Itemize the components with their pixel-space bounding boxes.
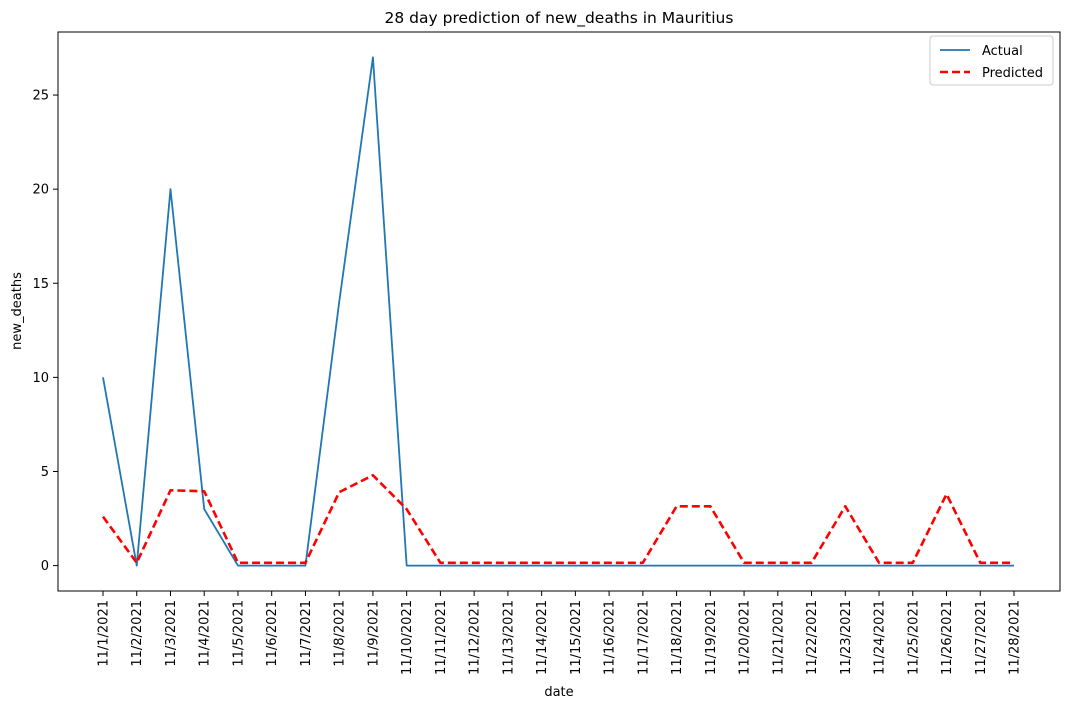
x-tick-label: 11/14/2021 <box>535 600 550 675</box>
x-tick-label: 11/4/2021 <box>198 600 213 667</box>
chart-title: 28 day prediction of new_deaths in Mauri… <box>385 9 734 28</box>
y-tick-label: 15 <box>32 277 49 292</box>
x-tick-label: 11/12/2021 <box>468 600 483 675</box>
legend: Actual Predicted <box>929 35 1054 86</box>
x-tick-label: 11/22/2021 <box>805 600 820 675</box>
x-tick-label: 11/16/2021 <box>603 600 618 675</box>
x-tick-label: 11/5/2021 <box>231 600 246 667</box>
x-tick-label: 11/15/2021 <box>569 600 584 675</box>
plot-frame <box>57 31 1061 592</box>
x-tick-label: 11/21/2021 <box>771 600 786 675</box>
x-axis-title: date <box>544 685 573 700</box>
x-tick-label: 11/18/2021 <box>670 600 685 675</box>
x-tick-label: 11/20/2021 <box>738 600 753 675</box>
x-tick-label: 11/26/2021 <box>940 600 955 675</box>
series-line-predicted <box>101 473 1014 565</box>
x-tick-label: 11/7/2021 <box>299 600 314 667</box>
series-line-actual <box>102 56 1014 567</box>
x-tick-label: 11/2/2021 <box>130 600 145 667</box>
x-tick-label: 11/17/2021 <box>636 600 651 675</box>
x-tick-label: 11/24/2021 <box>873 600 888 675</box>
x-tick-label: 11/28/2021 <box>1008 600 1023 675</box>
x-tick-label: 11/27/2021 <box>974 600 989 675</box>
legend-box <box>929 35 1054 86</box>
x-tick-label: 11/8/2021 <box>333 600 348 667</box>
y-tick-label: 5 <box>41 465 49 480</box>
x-tick-label: 11/9/2021 <box>366 600 381 667</box>
x-tick-label: 11/25/2021 <box>906 600 921 675</box>
legend-label-predicted: Predicted <box>982 66 1043 81</box>
y-tick-label: 0 <box>41 559 49 574</box>
x-axis: 11/1/2021 11/2/2021 11/3/2021 11/4/2021 11/5… <box>97 591 1023 675</box>
y-axis-title: new_deaths <box>10 272 25 350</box>
x-tick-label: 11/11/2021 <box>434 600 449 675</box>
x-tick-label: 11/10/2021 <box>400 600 415 675</box>
y-tick-label: 10 <box>32 371 49 386</box>
y-tick-label: 25 <box>32 89 49 104</box>
x-tick-label: 11/1/2021 <box>97 600 112 667</box>
y-tick-label: 20 <box>32 183 49 198</box>
legend-label-actual: Actual <box>982 44 1023 59</box>
x-tick-label: 11/19/2021 <box>704 600 719 675</box>
x-tick-label: 11/13/2021 <box>501 600 516 675</box>
series-layer <box>101 56 1014 567</box>
x-tick-label: 11/3/2021 <box>164 600 179 667</box>
x-tick-label: 11/6/2021 <box>265 600 280 667</box>
y-axis: 0 5 10 15 20 25 <box>32 89 58 574</box>
x-tick-label: 11/23/2021 <box>839 600 854 675</box>
